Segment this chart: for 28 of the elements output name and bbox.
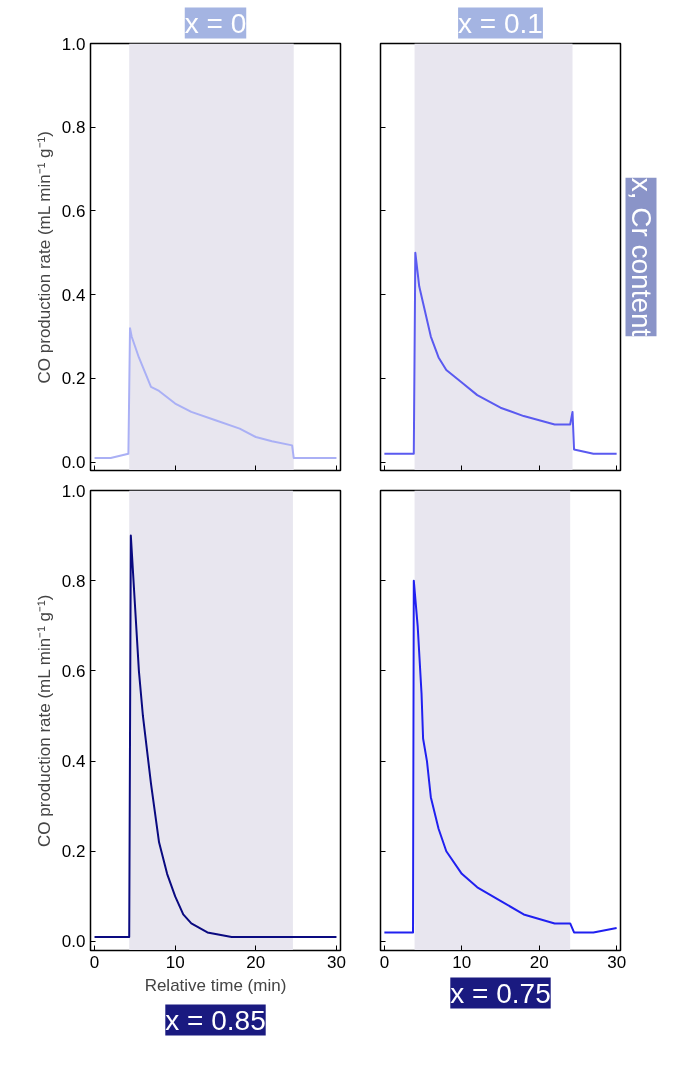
chart-title: x = 0.1 [458, 7, 543, 39]
x-tick-label: 20 [529, 952, 549, 972]
y-tick-label: 0.0 [61, 453, 86, 473]
x-tick-label: 30 [327, 952, 346, 972]
y-tick-label: 0.6 [61, 201, 86, 221]
x-tick-label: 0 [89, 952, 100, 972]
y-tick-label: 0.4 [61, 752, 86, 772]
y-tick-label: 0.6 [61, 661, 86, 681]
text: x = 0.75 [450, 977, 551, 1009]
y-tick-label: 1.0 [61, 481, 86, 501]
y-tick-label: 0.2 [61, 369, 86, 389]
x-tick-label: 0 [379, 952, 390, 972]
chart-title: x = 0 [184, 7, 247, 39]
x-tick-label: 30 [607, 952, 627, 972]
text: x, Cr content [625, 177, 657, 337]
y-tick-label: 0.4 [61, 285, 86, 305]
y-axis-title: CO production rate (mL min⁻¹ g⁻¹) [34, 594, 54, 847]
y-tick-label: 1.0 [61, 34, 86, 54]
y-axis-title: CO production rate (mL min⁻¹ g⁻¹) [34, 131, 54, 384]
y-tick-label: 0.8 [61, 118, 86, 138]
x-tick-label: 20 [246, 952, 266, 972]
x-axis-title: Relative time (min) [144, 975, 287, 995]
y-tick-label: 0.8 [61, 571, 86, 591]
y-tick-label: 0.2 [61, 842, 86, 862]
y-tick-label: 0.0 [61, 932, 86, 952]
x-tick-label: 10 [165, 952, 185, 972]
text: x = 0.85 [165, 1004, 266, 1036]
x-tick-label: 10 [452, 952, 472, 972]
